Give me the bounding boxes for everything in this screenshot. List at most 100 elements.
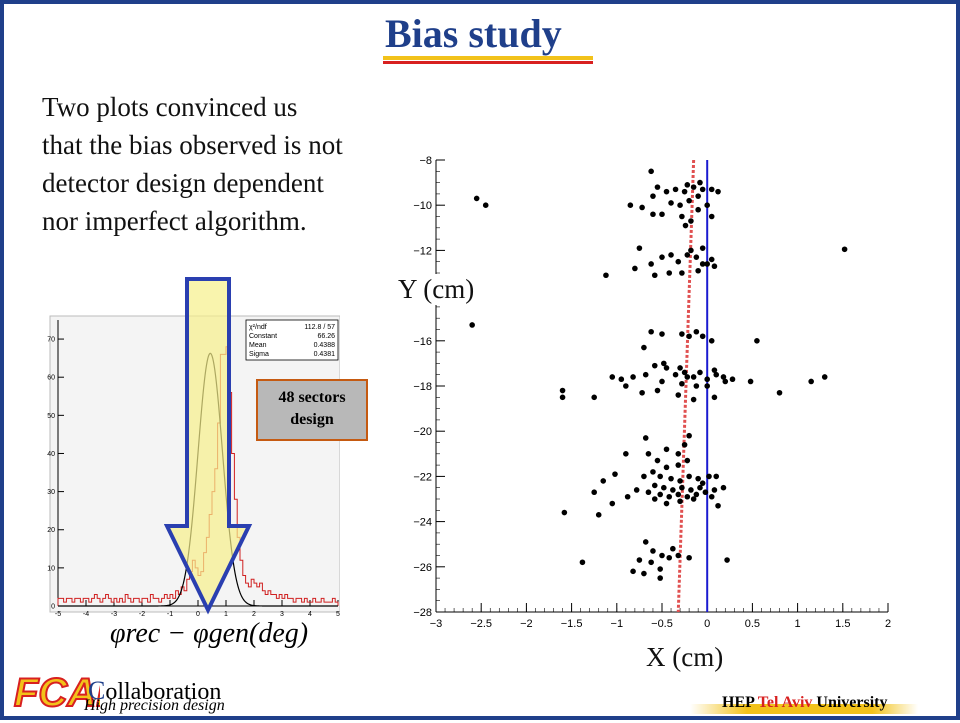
scatter-point (711, 263, 718, 270)
scatter-point (618, 376, 625, 383)
scatter-point (690, 396, 697, 403)
scatter-point (708, 186, 715, 193)
scatter-point (729, 376, 736, 383)
scatter-point (663, 188, 670, 195)
scatter-point (623, 451, 629, 457)
scatter-point (650, 193, 656, 199)
scatter-point (659, 552, 665, 559)
scatter-point (651, 272, 658, 279)
hist-y-tick-label: 50 (47, 413, 55, 420)
scatter-point (715, 502, 721, 509)
sectors-line-1: 48 sectors (278, 389, 346, 406)
scatter-point (648, 261, 654, 267)
scatter-point (688, 218, 694, 224)
scatter-point (695, 206, 701, 213)
scatter-point (686, 473, 692, 480)
scatter-point (609, 374, 616, 380)
scatter-x-tick-label: 0.5 (745, 618, 760, 630)
stats-label: Sigma (249, 351, 269, 358)
scatter-point (677, 498, 683, 505)
scatter-point (661, 360, 667, 367)
scatter-point (684, 493, 691, 500)
scatter-point (679, 270, 685, 276)
scatter-point (623, 383, 629, 389)
intro-text: Two plots convinced us that the bias obs… (42, 88, 412, 240)
scatter-point (659, 378, 665, 385)
hist-y-tick-label: 20 (47, 527, 55, 534)
scatter-point (642, 435, 649, 441)
scatter-y-tick-label: −24 (413, 517, 432, 529)
scatter-x-tick-label: −1 (611, 618, 624, 630)
title-underline-yellow (383, 56, 593, 60)
scatter-point (713, 473, 720, 480)
scatter-y-tick-label: −18 (413, 381, 432, 393)
scatter-point (688, 487, 694, 493)
hist-x-tick-label: 1 (224, 611, 228, 618)
scatter-point (747, 378, 754, 385)
hep-suffix: University (812, 694, 888, 711)
intro-line-4: nor imperfect algorithm. (42, 206, 307, 236)
formula-label: φrec − φgen(deg) (110, 618, 308, 650)
scatter-point (659, 211, 665, 218)
scatter-point (699, 186, 706, 193)
scatter-point (693, 254, 700, 260)
scatter-point (559, 387, 566, 394)
scatter-x-tick-label: 1 (795, 618, 801, 630)
scatter-point (720, 374, 727, 380)
scatter-point (697, 369, 703, 376)
hist-y-tick-label: 60 (47, 375, 55, 382)
hist-x-tick-label: 5 (336, 611, 340, 618)
stats-label: Constant (249, 333, 277, 340)
scatter-point (639, 204, 645, 211)
scatter-point (663, 500, 670, 507)
scatter-point (693, 328, 700, 335)
intro-line-1: Two plots convinced us (42, 92, 298, 122)
scatter-point (682, 222, 689, 229)
scatter-point (679, 380, 685, 387)
scatter-point (670, 487, 676, 493)
scatter-point (776, 389, 783, 396)
scatter-point (609, 500, 616, 507)
collaboration-label: Collaboration (88, 676, 221, 706)
scatter-point (677, 478, 683, 484)
scatter-point (713, 371, 720, 378)
scatter-point (641, 473, 647, 480)
scatter-point (630, 374, 636, 380)
scatter-point (711, 487, 718, 493)
scatter-point (708, 213, 715, 220)
scatter-point (720, 484, 727, 491)
scatter-point (675, 392, 682, 398)
scatter-point (559, 394, 566, 401)
scatter-y-tick-label: −26 (413, 562, 432, 574)
scatter-point (657, 473, 663, 480)
scatter-point (675, 491, 682, 498)
hep-prefix: HEP (722, 694, 758, 711)
scatter-point (668, 200, 674, 206)
hist-y-tick-label: 40 (47, 451, 55, 458)
scatter-point (715, 188, 721, 195)
scatter-point (654, 387, 661, 394)
tagline: High precision design (84, 697, 225, 714)
scatter-point (708, 256, 715, 263)
fit-stats-box: χ²/ndf 112.8 / 57 Constant 66.26 Mean 0.4388 S… (245, 319, 339, 361)
hist-x-tick-label: -5 (55, 611, 61, 618)
scatter-point (693, 491, 700, 498)
hist-y-tick-label: 70 (47, 337, 55, 344)
hist-x-tick-label: 3 (280, 611, 284, 618)
scatter-point (651, 496, 658, 502)
scatter-x-tick-label: 2 (885, 618, 891, 630)
hep-underline-bar (690, 704, 918, 714)
collab-initial: C (88, 676, 106, 705)
scatter-point (690, 184, 697, 190)
sectors-line-2: design (290, 411, 334, 428)
scatter-y-tick-label: −16 (413, 336, 432, 348)
scatter-point (579, 559, 586, 566)
scatter-point (704, 376, 710, 383)
scatter-point (668, 252, 674, 258)
scatter-point (686, 333, 692, 340)
scatter-point (657, 575, 663, 581)
scatter-point (711, 367, 718, 373)
scatter-point (681, 188, 688, 195)
scatter-point (684, 182, 691, 188)
sectors-design-label: 48 sectors design (256, 379, 368, 441)
